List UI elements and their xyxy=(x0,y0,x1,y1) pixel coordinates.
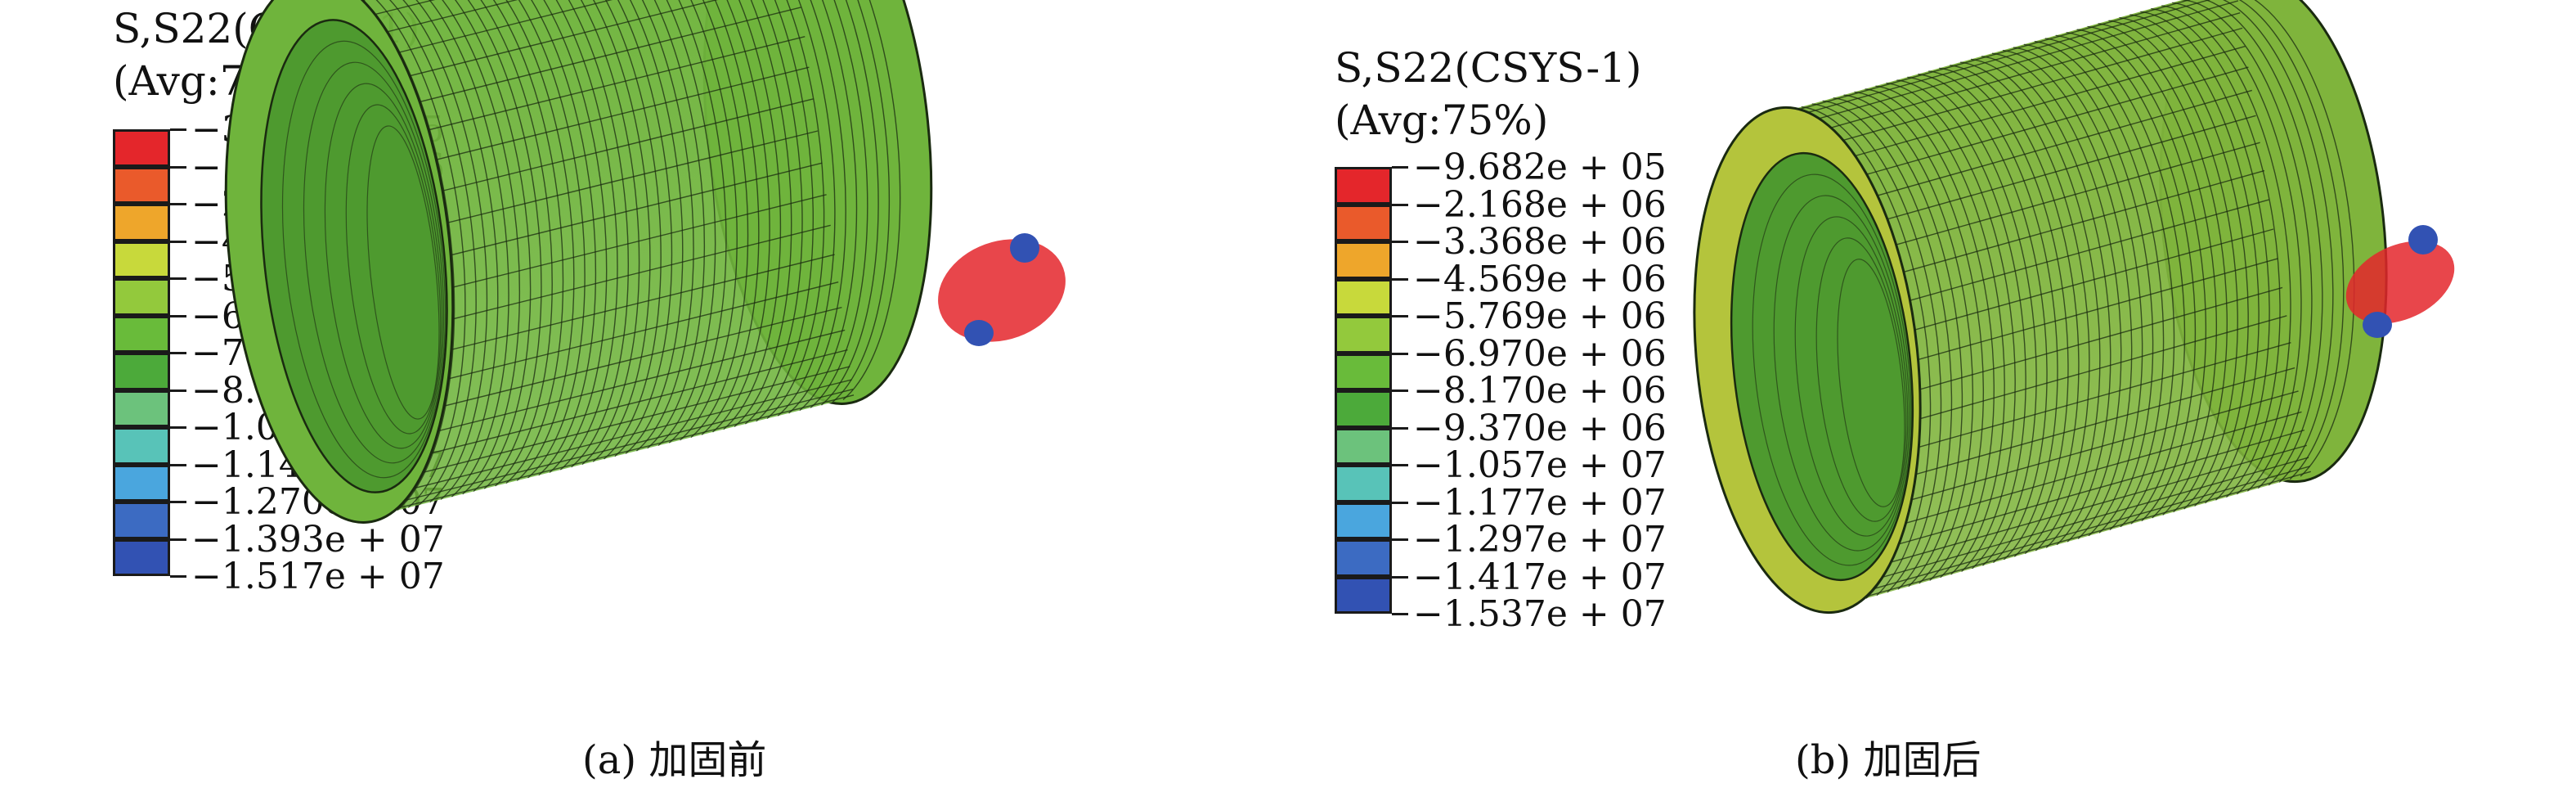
legend-label: −3.368e + 06 xyxy=(1413,221,1667,263)
legend-tick xyxy=(170,240,186,243)
legend-swatch xyxy=(1335,390,1392,428)
legend-label: −9.370e + 06 xyxy=(1413,407,1667,449)
legend-tick xyxy=(1392,613,1408,615)
cylinder-inner-bore xyxy=(1730,151,1914,582)
legend-title: S,S22(CSYS-1) xyxy=(1335,44,1642,92)
legend-label: −2.168e + 06 xyxy=(1413,183,1667,226)
legend-swatch xyxy=(1335,167,1392,205)
legend-tick xyxy=(1392,315,1408,317)
legend-swatch xyxy=(1335,465,1392,502)
legend-swatch xyxy=(1335,576,1392,614)
legend-tick xyxy=(170,128,186,131)
legend-tick xyxy=(1392,277,1408,281)
legend-tick xyxy=(170,575,186,578)
legend-tick xyxy=(170,389,186,392)
legend-swatch xyxy=(113,389,170,427)
legend-swatch xyxy=(1335,502,1392,539)
legend-tick xyxy=(170,203,186,205)
legend-label: −1.417e + 07 xyxy=(1413,556,1667,598)
legend-swatch xyxy=(1335,427,1392,465)
legend-swatch xyxy=(113,464,170,502)
legend-swatch xyxy=(113,129,170,167)
figure-caption: (a) 加固前 xyxy=(582,737,767,783)
legend-label: −4.569e + 06 xyxy=(1413,258,1667,300)
mesh-grid xyxy=(305,0,901,515)
legend-subtitle: (Avg:75%) xyxy=(1335,97,1549,144)
legend-swatch xyxy=(1335,353,1392,390)
legend-label: −5.769e + 06 xyxy=(1413,295,1667,337)
legend-swatch xyxy=(113,241,170,278)
legend-label: −8.170e + 06 xyxy=(1413,370,1667,412)
legend-swatch xyxy=(113,204,170,241)
legend-swatch xyxy=(113,502,170,539)
panel-before-reinforcement: S,S22(CSYS-1) (Avg:75%) −3.413e + 05−1.5… xyxy=(113,0,1066,783)
legend-tick xyxy=(1392,538,1408,541)
legend-swatch xyxy=(1335,316,1392,353)
legend-swatch xyxy=(1335,204,1392,241)
legend-tick xyxy=(170,501,186,503)
legend-label: −1.297e + 07 xyxy=(1413,519,1667,561)
legend-tick xyxy=(170,165,186,169)
cylinder-contour-model xyxy=(1693,0,2455,615)
legend-label: −1.177e + 07 xyxy=(1413,481,1667,524)
legend-tick xyxy=(1392,203,1408,206)
legend-tick xyxy=(1392,389,1408,392)
legend-label: −1.517e + 07 xyxy=(191,556,445,597)
cylinder-contour-model xyxy=(224,0,1066,524)
legend-label: −6.970e + 06 xyxy=(1413,332,1667,375)
legend-tick xyxy=(1392,464,1408,466)
stress-concentration xyxy=(2345,225,2455,338)
legend-tick xyxy=(170,314,186,317)
legend-swatch xyxy=(113,427,170,465)
legend-tick xyxy=(1392,501,1408,504)
legend-swatch xyxy=(113,353,170,390)
legend-tick xyxy=(170,463,186,466)
legend-label: −9.682e + 05 xyxy=(1413,146,1667,188)
legend-swatch xyxy=(113,538,170,576)
legend-tick xyxy=(1392,166,1408,169)
legend-label: −1.393e + 07 xyxy=(191,518,445,561)
legend-swatch xyxy=(1335,241,1392,279)
legend-label: −1.057e + 07 xyxy=(1413,444,1667,486)
legend-tick xyxy=(170,538,186,541)
legend-swatch xyxy=(113,278,170,316)
legend-tick xyxy=(170,352,186,354)
panel-after-reinforcement: S,S22(CSYS-1) (Avg:75%) −9.682e + 05 −2.1… xyxy=(1288,0,2576,797)
legend-tick xyxy=(1392,426,1408,430)
legend-label: −1.537e + 07 xyxy=(1413,593,1667,635)
legend-swatch xyxy=(1335,539,1392,577)
legend-swatch xyxy=(113,315,170,353)
legend-tick xyxy=(170,277,186,280)
legend-tick xyxy=(170,426,186,429)
legend-swatch xyxy=(1335,278,1392,316)
figure-caption: (b) 加固后 xyxy=(1795,737,1981,783)
stress-concentration xyxy=(938,233,1066,346)
legend-swatch xyxy=(113,166,170,204)
legend-tick xyxy=(1392,575,1408,579)
legend-tick xyxy=(1392,352,1408,355)
legend-tick xyxy=(1392,241,1408,243)
